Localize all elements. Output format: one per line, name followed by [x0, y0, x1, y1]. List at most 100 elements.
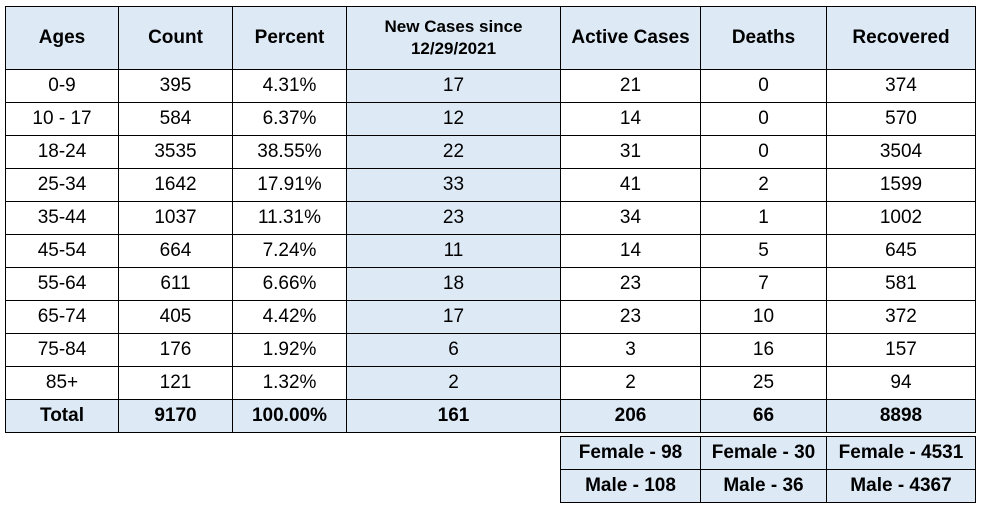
table-row: 85+ 121 1.32% 2 2 25 94 [5, 366, 976, 400]
total-active-cases: 206 [560, 399, 701, 433]
cell-new-cases: 17 [346, 300, 561, 334]
cell-deaths: 7 [700, 267, 827, 301]
cell-active-cases: 14 [560, 102, 701, 136]
cell-deaths: 25 [700, 366, 827, 400]
cell-ages: 0-9 [5, 69, 119, 103]
cell-deaths: 0 [700, 102, 827, 136]
cell-active-cases: 23 [560, 267, 701, 301]
cell-new-cases: 17 [346, 69, 561, 103]
cell-ages: 85+ [5, 366, 119, 400]
cell-ages: 55-64 [5, 267, 119, 301]
cell-active-cases: 34 [560, 201, 701, 235]
cell-ages: 45-54 [5, 234, 119, 268]
header-count: Count [118, 6, 233, 70]
cell-recovered: 1002 [826, 201, 976, 235]
cell-percent: 17.91% [232, 168, 347, 202]
total-recovered: 8898 [826, 399, 976, 433]
header-ages: Ages [5, 6, 119, 70]
cell-ages: 10 - 17 [5, 102, 119, 136]
total-deaths: 66 [700, 399, 827, 433]
cell-recovered: 94 [826, 366, 976, 400]
cell-new-cases: 33 [346, 168, 561, 202]
male-row: Male - 108 Male - 36 Male - 4367 [560, 469, 976, 503]
cell-count: 664 [118, 234, 233, 268]
header-active-cases: Active Cases [560, 6, 701, 70]
cell-count: 1037 [118, 201, 233, 235]
table-row: 25-34 1642 17.91% 33 41 2 1599 [5, 168, 976, 202]
total-label: Total [5, 399, 119, 433]
cell-deaths: 0 [700, 135, 827, 169]
cell-recovered: 1599 [826, 168, 976, 202]
header-row: Ages Count Percent New Cases since 12/29… [5, 6, 976, 70]
cell-active-cases: 21 [560, 69, 701, 103]
female-deaths: Female - 30 [700, 436, 827, 470]
age-statistics-table: Ages Count Percent New Cases since 12/29… [5, 6, 976, 433]
cell-active-cases: 14 [560, 234, 701, 268]
cell-percent: 6.37% [232, 102, 347, 136]
female-recovered: Female - 4531 [826, 436, 976, 470]
cell-count: 405 [118, 300, 233, 334]
table-row: 10 - 17 584 6.37% 12 14 0 570 [5, 102, 976, 136]
cell-deaths: 0 [700, 69, 827, 103]
cell-new-cases: 2 [346, 366, 561, 400]
cell-active-cases: 41 [560, 168, 701, 202]
table-row: 35-44 1037 11.31% 23 34 1 1002 [5, 201, 976, 235]
cell-new-cases: 18 [346, 267, 561, 301]
cell-percent: 4.31% [232, 69, 347, 103]
cell-count: 395 [118, 69, 233, 103]
total-percent: 100.00% [232, 399, 347, 433]
table-row: 18-24 3535 38.55% 22 31 0 3504 [5, 135, 976, 169]
cell-recovered: 645 [826, 234, 976, 268]
cell-ages: 35-44 [5, 201, 119, 235]
header-percent: Percent [232, 6, 347, 70]
cell-count: 176 [118, 333, 233, 367]
cell-ages: 25-34 [5, 168, 119, 202]
female-row: Female - 98 Female - 30 Female - 4531 [560, 436, 976, 470]
cell-percent: 1.92% [232, 333, 347, 367]
cell-count: 1642 [118, 168, 233, 202]
cell-count: 3535 [118, 135, 233, 169]
cell-active-cases: 31 [560, 135, 701, 169]
cell-new-cases: 23 [346, 201, 561, 235]
table-row: 0-9 395 4.31% 17 21 0 374 [5, 69, 976, 103]
cell-new-cases: 12 [346, 102, 561, 136]
cell-percent: 6.66% [232, 267, 347, 301]
male-recovered: Male - 4367 [826, 469, 976, 503]
cell-count: 121 [118, 366, 233, 400]
cell-count: 584 [118, 102, 233, 136]
cell-active-cases: 2 [560, 366, 701, 400]
female-active-cases: Female - 98 [560, 436, 701, 470]
male-deaths: Male - 36 [700, 469, 827, 503]
cell-recovered: 3504 [826, 135, 976, 169]
header-deaths: Deaths [700, 6, 827, 70]
table-row: 75-84 176 1.92% 6 3 16 157 [5, 333, 976, 367]
cell-count: 611 [118, 267, 233, 301]
cell-deaths: 1 [700, 201, 827, 235]
cell-deaths: 2 [700, 168, 827, 202]
cell-recovered: 581 [826, 267, 976, 301]
cell-active-cases: 23 [560, 300, 701, 334]
cell-recovered: 570 [826, 102, 976, 136]
total-new-cases: 161 [346, 399, 561, 433]
cell-recovered: 157 [826, 333, 976, 367]
cell-ages: 18-24 [5, 135, 119, 169]
cell-new-cases: 11 [346, 234, 561, 268]
cell-new-cases: 22 [346, 135, 561, 169]
header-new-cases: New Cases since 12/29/2021 [346, 6, 561, 70]
cell-active-cases: 3 [560, 333, 701, 367]
cell-recovered: 374 [826, 69, 976, 103]
cell-percent: 38.55% [232, 135, 347, 169]
total-row: Total 9170 100.00% 161 206 66 8898 [5, 399, 976, 433]
table-row: 55-64 611 6.66% 18 23 7 581 [5, 267, 976, 301]
cell-percent: 7.24% [232, 234, 347, 268]
cell-deaths: 10 [700, 300, 827, 334]
cell-percent: 1.32% [232, 366, 347, 400]
cell-percent: 11.31% [232, 201, 347, 235]
table-row: 65-74 405 4.42% 17 23 10 372 [5, 300, 976, 334]
total-count: 9170 [118, 399, 233, 433]
cell-ages: 65-74 [5, 300, 119, 334]
cell-deaths: 16 [700, 333, 827, 367]
cell-new-cases: 6 [346, 333, 561, 367]
male-active-cases: Male - 108 [560, 469, 701, 503]
table-row: 45-54 664 7.24% 11 14 5 645 [5, 234, 976, 268]
